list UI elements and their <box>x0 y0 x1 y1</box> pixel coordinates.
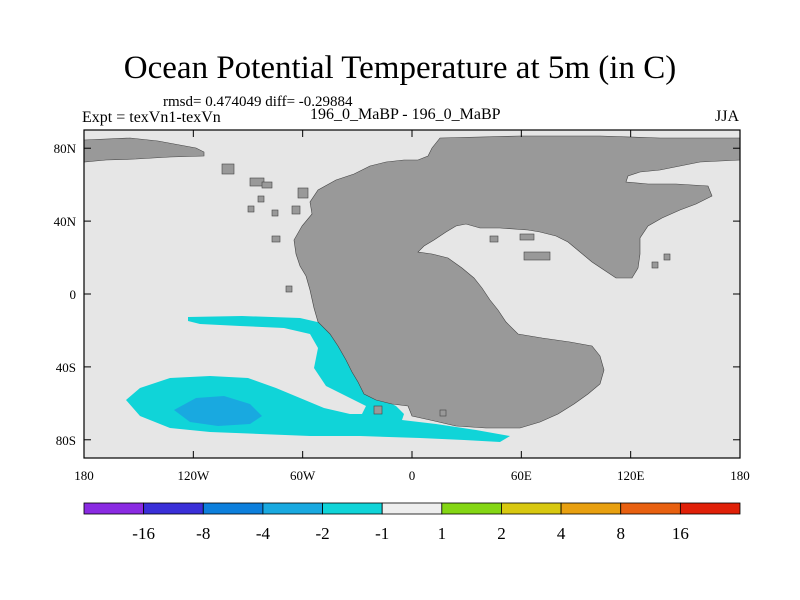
colorbar: -16 -8 -4 -2 -1 1 2 4 8 16 <box>83 502 741 543</box>
colorbar-label: 1 <box>438 524 447 543</box>
case-label: 196_0_MaBP - 196_0_MaBP <box>310 106 501 123</box>
land-island <box>663 253 671 261</box>
x-tick-label: 60W <box>290 468 316 483</box>
colorbar-swatch <box>322 502 383 515</box>
land-island <box>271 235 281 243</box>
colorbar-label: 8 <box>616 524 625 543</box>
x-tick-label: 60E <box>511 468 532 483</box>
experiment-label: Expt = texVn1-texVn <box>82 109 221 126</box>
colorbar-swatch <box>679 502 741 515</box>
colorbar-label: 4 <box>557 524 566 543</box>
colorbar-label: -2 <box>315 524 329 543</box>
land-island <box>257 195 265 203</box>
x-tick-label: 0 <box>409 468 416 483</box>
land-island <box>519 233 535 241</box>
land-main-continent <box>293 135 741 429</box>
colorbar-label: -16 <box>132 524 155 543</box>
y-tick-label: 80S <box>56 433 76 448</box>
land-island <box>285 285 293 293</box>
land-island <box>261 181 273 189</box>
land-north-america <box>83 137 205 163</box>
chart-title: Ocean Potential Temperature at 5m (in C) <box>123 50 677 86</box>
land-island <box>271 209 279 217</box>
x-tick-label: 120W <box>177 468 210 483</box>
colorbar-swatch <box>262 502 323 515</box>
season-label: JJA <box>715 108 740 125</box>
colorbar-swatch <box>83 502 145 515</box>
colorbar-swatch <box>560 502 622 515</box>
land-island <box>291 205 301 215</box>
land-masses <box>83 135 741 429</box>
anomaly-region-blue <box>174 396 262 426</box>
colorbar-label: 2 <box>497 524 506 543</box>
y-tick-label: 40S <box>56 360 76 375</box>
land-island <box>523 251 551 261</box>
x-tick-label: 120E <box>617 468 645 483</box>
colorbar-swatch <box>381 502 443 515</box>
y-axis: 80N 40N 0 40S 80S <box>54 141 740 448</box>
land-island <box>247 205 255 213</box>
y-tick-label: 0 <box>70 287 77 302</box>
colorbar-label: -4 <box>256 524 271 543</box>
colorbar-swatch <box>441 502 502 515</box>
colorbar-swatch <box>202 502 264 515</box>
land-island <box>297 187 309 199</box>
colorbar-swatch <box>143 502 204 515</box>
y-tick-label: 80N <box>54 141 77 156</box>
land-island <box>489 235 499 243</box>
stats-text: rmsd= 0.474049 diff= -0.29884 <box>163 94 353 110</box>
x-tick-label: 180 <box>74 468 94 483</box>
colorbar-label: -8 <box>196 524 210 543</box>
y-tick-label: 40N <box>54 214 77 229</box>
x-tick-label: 180 <box>730 468 750 483</box>
colorbar-swatch <box>620 502 681 515</box>
colorbar-swatch <box>501 502 562 515</box>
x-axis: 180 120W 60W 0 60E 120E 180 <box>74 130 750 483</box>
colorbar-label: -1 <box>375 524 389 543</box>
land-island <box>439 409 447 417</box>
land-island <box>651 261 659 269</box>
land-island <box>373 405 383 415</box>
land-island <box>221 163 235 175</box>
colorbar-label: 16 <box>672 524 689 543</box>
